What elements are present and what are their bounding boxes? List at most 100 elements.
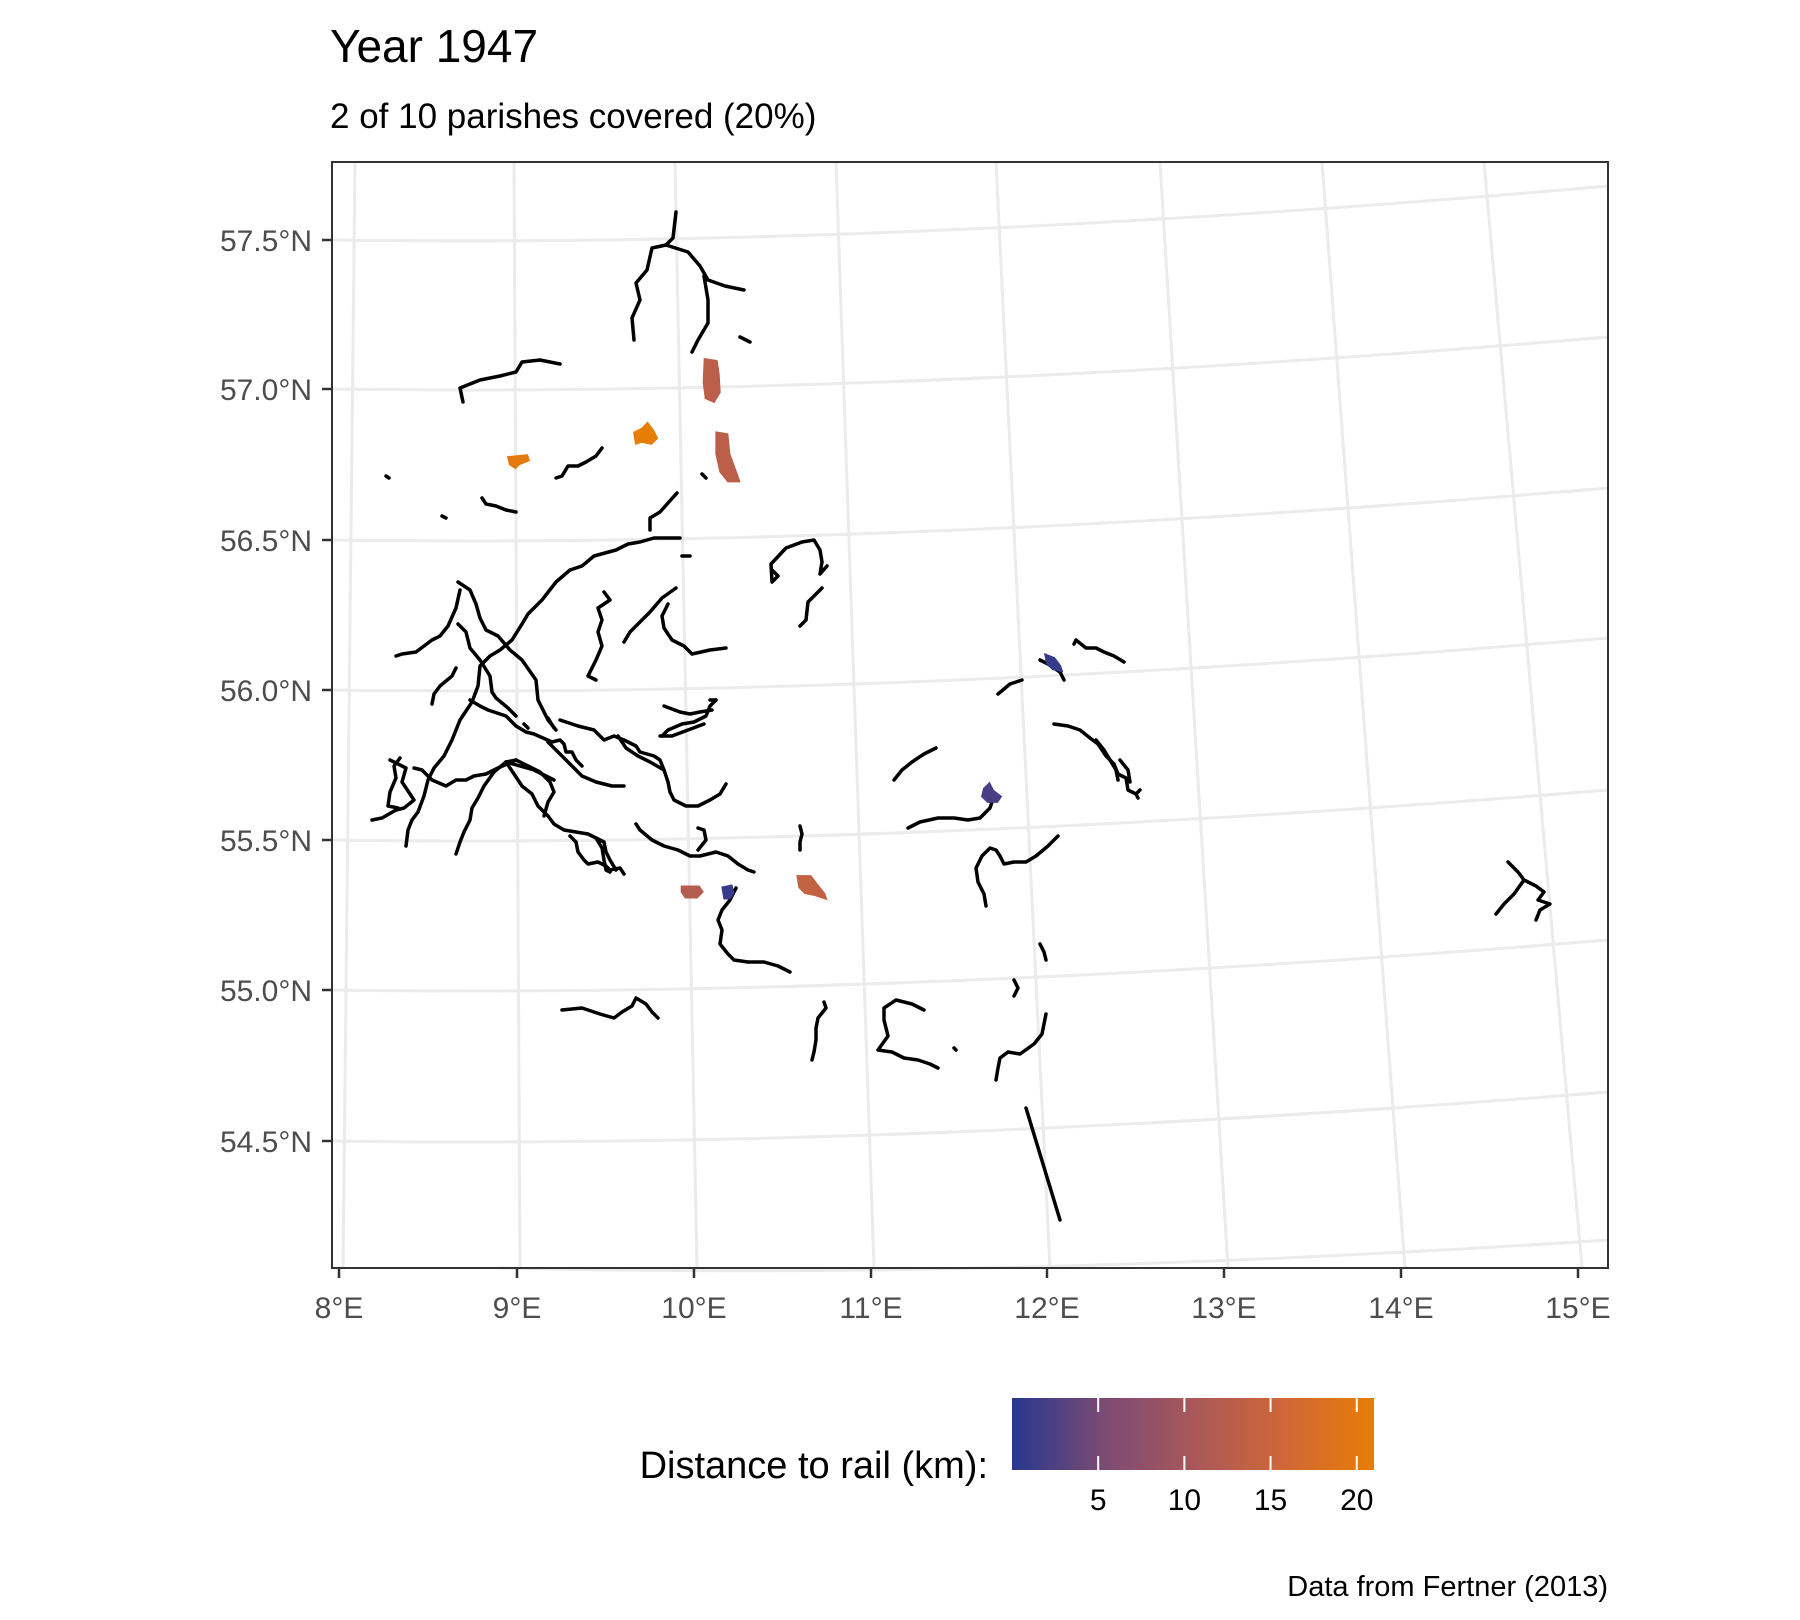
legend-title: Distance to rail (km): (640, 1445, 988, 1487)
rail-line (1024, 1106, 1062, 1222)
rail-line (660, 698, 718, 738)
rail-line (798, 586, 824, 628)
parallel-56-0n (331, 636, 1609, 693)
rail-line (664, 243, 746, 292)
meridian-12e (994, 161, 1052, 1269)
rail-line (554, 446, 604, 480)
y-axis: 57.5°N 57.0°N 56.5°N 56.0°N 55.5°N 55.0°… (220, 225, 332, 1159)
x-tick-label: 15°E (1545, 1292, 1610, 1325)
legend-tick-label: 20 (1340, 1484, 1373, 1517)
rail-line (1118, 758, 1132, 784)
parish-polygon (633, 421, 659, 445)
legend-tick-label: 15 (1254, 1484, 1287, 1517)
rail-line (522, 722, 530, 730)
x-axis: 8°E 9°E 10°E 11°E 12°E 13°E 14°E 15°E (315, 1268, 1611, 1325)
legend-tick-label: 10 (1168, 1484, 1201, 1517)
rail-line (996, 678, 1024, 696)
rail-line (456, 580, 558, 732)
panel-border (331, 161, 1609, 1269)
parallel-56-5n (331, 486, 1609, 543)
rail-line (1038, 942, 1048, 962)
rail-line (454, 760, 508, 856)
y-tick-label: 57.5°N (220, 225, 312, 258)
meridian-8e (341, 161, 357, 1269)
y-tick-label: 54.5°N (220, 1126, 312, 1159)
parish-polygons (506, 357, 1064, 901)
rail-line (558, 718, 728, 808)
parish-polygon (702, 357, 721, 404)
rail-line (648, 491, 679, 532)
color-legend: Distance to rail (km): 5 10 15 20 (640, 1398, 1374, 1517)
rail-line (504, 760, 556, 782)
parallel-55-0n (331, 938, 1609, 993)
rail-line (630, 210, 678, 342)
y-tick-label: 55.5°N (220, 825, 312, 858)
rail-line (690, 274, 710, 354)
rail-line (404, 536, 682, 848)
parallel-55-5n (331, 788, 1609, 843)
rail-line (386, 756, 402, 810)
rail-line (906, 794, 996, 830)
rail-line (546, 716, 556, 730)
rail-line (622, 586, 678, 644)
y-tick-label: 57.0°N (220, 374, 312, 407)
legend-tick-label: 5 (1090, 1484, 1107, 1517)
rail-line (634, 822, 756, 874)
rail-line (798, 824, 804, 852)
parish-polygon (721, 884, 735, 900)
y-tick-label: 56.0°N (220, 675, 312, 708)
meridian-13e (1158, 161, 1230, 1269)
parish-polygon (981, 781, 1003, 803)
rail-line (810, 1000, 828, 1062)
x-tick-label: 11°E (839, 1292, 902, 1325)
parallel-57-5n (331, 184, 1609, 243)
parallel-57-0n (331, 335, 1609, 392)
rail-line (468, 698, 584, 768)
rail-line (658, 722, 706, 738)
rail-line (738, 335, 752, 344)
rail-line (876, 998, 940, 1070)
rail-line (952, 1046, 958, 1052)
rail-line (412, 758, 518, 788)
rail-line (370, 758, 416, 822)
rail-line (1494, 860, 1526, 916)
legend-colorbar (1012, 1398, 1374, 1470)
rail-line (700, 472, 708, 480)
rail-line (546, 740, 626, 788)
railway-lines (370, 210, 1552, 1222)
rail-line (480, 496, 518, 514)
rail-line (430, 666, 458, 706)
parish-polygon (715, 431, 741, 483)
parish-polygon (680, 885, 704, 899)
rail-line (1072, 638, 1126, 664)
rail-line (594, 836, 618, 872)
parish-polygon (796, 875, 828, 901)
panel-background (332, 162, 1608, 1268)
rail-line (1012, 978, 1020, 998)
rail-line (504, 760, 612, 874)
rail-line (1522, 878, 1552, 922)
graticule (331, 161, 1609, 1273)
parallel-54-5n (331, 1090, 1609, 1144)
map-panel (331, 161, 1609, 1273)
map-title: Year 1947 (330, 20, 538, 72)
rail-line (1094, 738, 1120, 782)
rail-line (660, 602, 728, 656)
rail-line (384, 474, 391, 480)
legend-ticks: 5 10 15 20 (1090, 1398, 1373, 1517)
rail-line (892, 746, 938, 782)
rail-line (456, 622, 518, 718)
rail-line (662, 704, 714, 716)
caption: Data from Fertner (2013) (1287, 1571, 1608, 1603)
rail-line (696, 826, 708, 852)
x-tick-label: 12°E (1014, 1292, 1079, 1325)
x-tick-label: 13°E (1191, 1292, 1256, 1325)
rail-line (616, 734, 666, 772)
rail-line (769, 538, 829, 584)
meridian-10e (673, 161, 699, 1269)
rail-line (974, 834, 1060, 908)
x-tick-label: 10°E (661, 1292, 726, 1325)
rail-line (716, 886, 792, 974)
x-tick-label: 9°E (493, 1292, 542, 1325)
